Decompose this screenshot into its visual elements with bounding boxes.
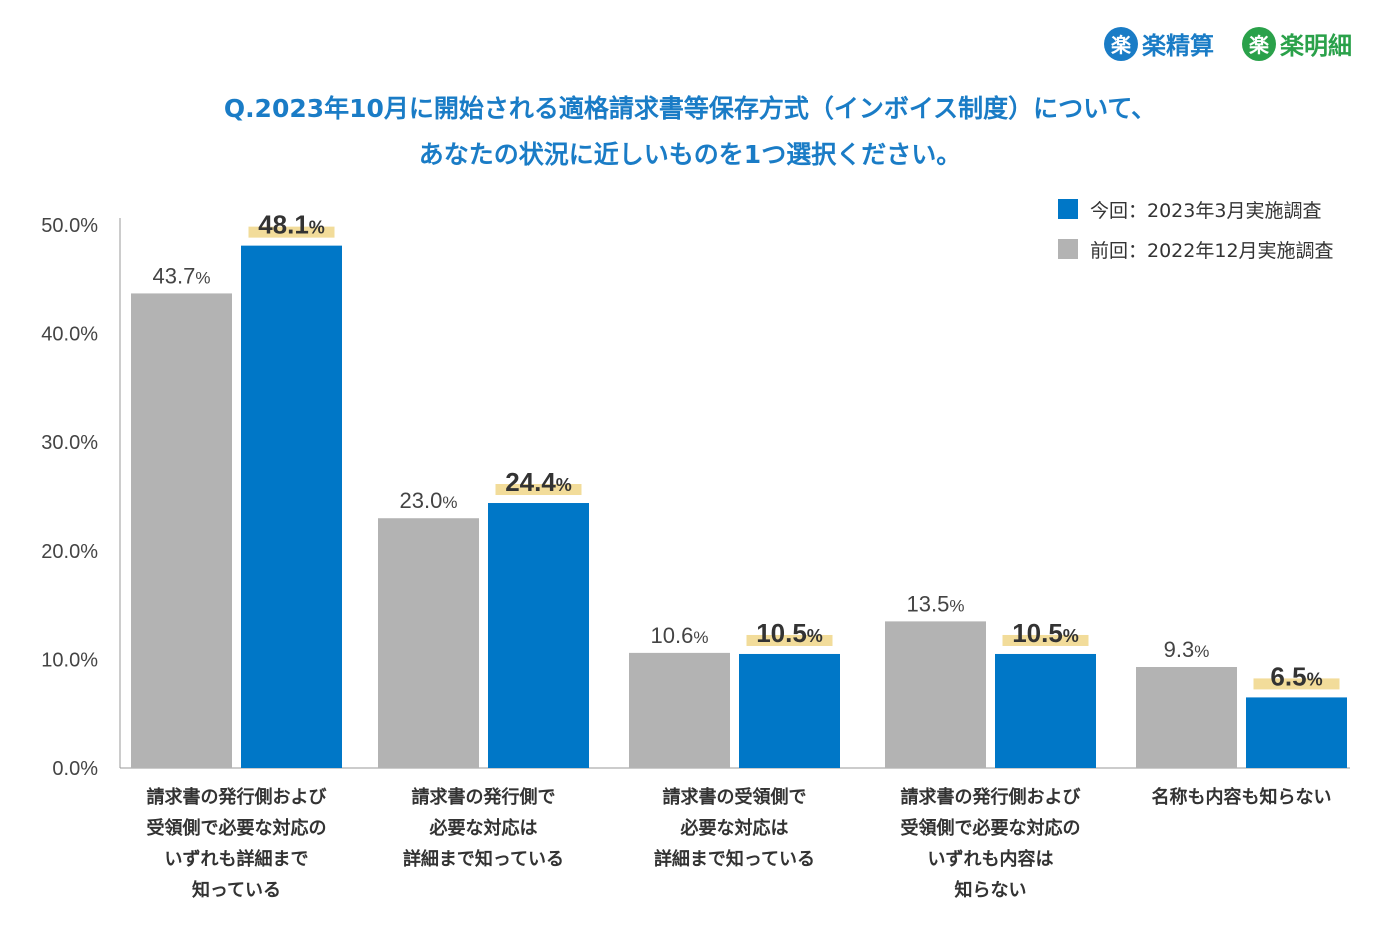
y-tick-label: 10.0%: [41, 649, 98, 671]
data-label-previous: 10.6%: [651, 623, 709, 648]
bar-current: [1246, 697, 1347, 768]
category-label-line: 請求書の発行側および: [900, 787, 1081, 808]
bar-current: [241, 245, 342, 768]
data-label-highlight: [495, 484, 582, 496]
category-label-line: いずれも内容は: [927, 849, 1054, 870]
data-label-highlight: [1002, 634, 1089, 646]
bar-previous: [131, 293, 232, 768]
legend-swatch-previous: [1058, 239, 1078, 259]
category-label-line: 詳細まで知っている: [402, 849, 565, 870]
data-label-current: 6.5%: [1270, 661, 1322, 691]
data-label-previous: 13.5%: [907, 591, 965, 616]
category-label: 名称も内容も知らない: [1112, 782, 1372, 813]
logo-rakuraku-meisai: 楽 楽明細: [1242, 26, 1352, 61]
category-label-line: 必要な対応は: [429, 818, 538, 839]
y-tick-label: 20.0%: [41, 541, 98, 563]
bar-previous: [378, 518, 479, 768]
title-line-2: あなたの状況に近しいものを1つ選択ください。: [418, 140, 962, 169]
data-label-current: 24.4%: [505, 467, 572, 497]
legend-label-previous: 前回：2022年12月実施調査: [1090, 239, 1334, 262]
data-label-previous: 43.7%: [153, 263, 211, 288]
legend-label-current: 今回：2023年3月実施調査: [1090, 199, 1322, 222]
y-tick-label: 30.0%: [41, 432, 98, 454]
data-label-current: 48.1%: [258, 210, 325, 240]
category-label-line: 詳細まで知っている: [653, 849, 816, 870]
bar-previous: [885, 621, 986, 768]
y-tick-label: 50.0%: [41, 215, 98, 237]
category-label-line: 受領側で必要な対応の: [900, 818, 1081, 839]
logo-text: 楽明細: [1280, 32, 1352, 60]
brand-logos: 楽 楽精算 楽 楽明細: [1104, 26, 1352, 61]
chart-title: Q.2023年10月に開始される適格請求書等保存方式（インボイス制度）について、…: [0, 86, 1380, 178]
category-label-line: 必要な対応は: [680, 818, 789, 839]
data-label-previous: 9.3%: [1164, 637, 1210, 662]
category-label: 請求書の発行側で 必要な対応は詳細まで知っている: [354, 782, 614, 875]
logo-text: 楽精算: [1142, 32, 1214, 60]
bar-current: [488, 503, 589, 768]
data-label-highlight: [248, 226, 335, 238]
data-label-current: 10.5%: [756, 618, 823, 648]
data-label-highlight: [746, 634, 833, 646]
category-label-line: いずれも詳細まで: [164, 849, 309, 870]
y-tick-label: 40.0%: [41, 324, 98, 346]
y-tick-label: 0.0%: [52, 758, 98, 780]
bar-current: [739, 653, 840, 768]
legend-swatch-current: [1058, 199, 1078, 219]
legend-item-current: 今回：2023年3月実施調査: [1058, 196, 1334, 222]
category-label: 請求書の発行側および 受領側で必要な対応の いずれも詳細まで 知っている: [107, 782, 367, 906]
legend: 今回：2023年3月実施調査 前回：2022年12月実施調査: [1058, 196, 1334, 276]
logo-badge-icon: 楽: [1104, 26, 1138, 61]
category-label-line: 名称も内容も知らない: [1151, 787, 1332, 808]
bar-current: [995, 653, 1096, 768]
data-label-current: 10.5%: [1012, 618, 1079, 648]
logo-rakuraku-seisan: 楽 楽精算: [1104, 26, 1214, 61]
category-label-line: 請求書の受領側で: [662, 787, 807, 808]
title-line-1: Q.2023年10月に開始される適格請求書等保存方式（インボイス制度）について、: [223, 94, 1157, 123]
bar-previous: [629, 652, 730, 768]
category-label-line: 知らない: [954, 880, 1027, 901]
category-label: 請求書の発行側および 受領側で必要な対応の いずれも内容は 知らない: [861, 782, 1121, 906]
bar-previous: [1136, 667, 1237, 768]
legend-item-previous: 前回：2022年12月実施調査: [1058, 236, 1334, 262]
logo-badge-icon: 楽: [1242, 26, 1276, 61]
category-label: 請求書の受領側で 必要な対応は詳細まで知っている: [605, 782, 865, 875]
category-label-line: 請求書の発行側で: [411, 787, 556, 808]
data-label-previous: 23.0%: [400, 488, 458, 513]
data-label-highlight: [1253, 678, 1340, 690]
category-label-line: 受領側で必要な対応の: [146, 818, 327, 839]
category-label-line: 知っている: [191, 880, 282, 901]
category-label-line: 請求書の発行側および: [146, 787, 327, 808]
